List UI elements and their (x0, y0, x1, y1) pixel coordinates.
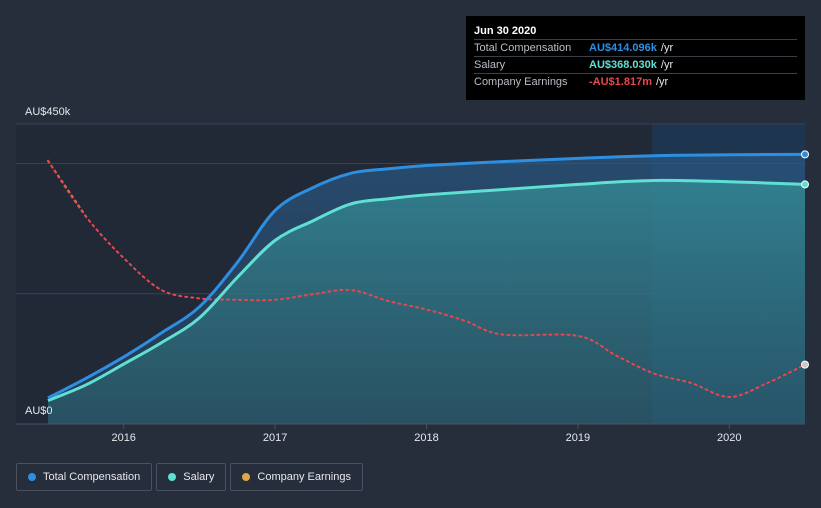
total-compensation-line (47, 152, 806, 400)
legend-label: Company Earnings (257, 471, 351, 483)
x-tick-label: 2019 (566, 432, 590, 444)
legend-item-total-compensation[interactable]: Total Compensation (16, 463, 153, 491)
tooltip-unit: /yr (660, 42, 674, 54)
tooltip-row-total: Total Compensation AU$414.096k /yr (474, 39, 797, 56)
legend-item-salary[interactable]: Salary (156, 463, 227, 491)
tooltip-value: -AU$1.817m (589, 76, 652, 88)
salary-area (48, 180, 805, 424)
company-earnings-line (47, 159, 806, 399)
legend-label: Salary (183, 471, 215, 483)
tooltip-value: AU$368.030k (589, 59, 657, 71)
total-compensation-end-marker (801, 150, 809, 159)
tooltip-date: Jun 30 2020 (474, 25, 537, 37)
y-axis-bottom-label: AU$0 (25, 405, 53, 417)
x-tick-label: 2016 (111, 432, 135, 444)
x-tick-label: 2020 (717, 432, 741, 444)
chart-canvas: 2016 2017 2018 2019 2020 (16, 123, 809, 444)
company-earnings-dot-icon (242, 473, 251, 481)
x-tick-label: 2018 (414, 432, 438, 444)
tooltip-row-earnings: Company Earnings -AU$1.817m /yr (474, 73, 797, 90)
tooltip-label: Total Compensation (474, 42, 572, 54)
salary-line (47, 178, 806, 402)
legend: Total Compensation Salary Company Earnin… (16, 463, 363, 491)
tooltip-label: Salary (474, 59, 506, 71)
y-axis-top-label: AU$450k (25, 106, 71, 118)
tooltip: Jun 30 2020 Total Compensation AU$414.09… (466, 16, 805, 100)
tooltip-label: Company Earnings (474, 76, 568, 88)
x-tick-label: 2017 (263, 432, 287, 444)
company-earnings-end-marker (801, 360, 809, 369)
legend-label: Total Compensation (43, 471, 141, 483)
tooltip-row-salary: Salary AU$368.030k /yr (474, 56, 797, 73)
legend-item-company-earnings[interactable]: Company Earnings (230, 463, 363, 491)
tooltip-unit: /yr (660, 59, 674, 71)
total-compensation-dot-icon (28, 473, 36, 481)
salary-dot-icon (168, 473, 177, 481)
tooltip-value: AU$414.096k (589, 42, 657, 54)
tooltip-unit: /yr (655, 76, 669, 88)
salary-end-marker (801, 180, 809, 189)
